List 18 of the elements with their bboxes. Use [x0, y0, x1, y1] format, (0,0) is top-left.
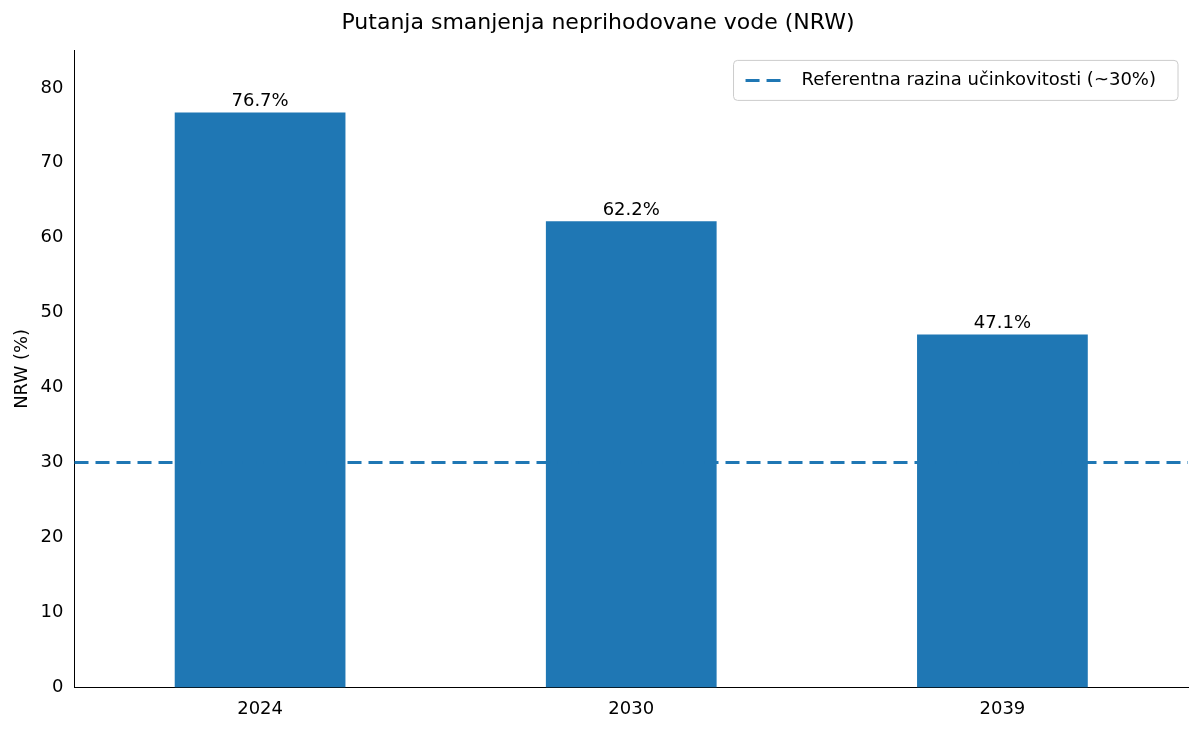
legend-label: Referentna razina učinkovitosti (~30%): [801, 68, 1157, 90]
x-tick-label: 2024: [237, 696, 283, 718]
x-tick-label: 2039: [979, 696, 1026, 718]
y-tick-label: 70: [40, 150, 64, 172]
y-axis-title: NRW (%): [10, 328, 32, 409]
y-tick-label: 30: [40, 450, 64, 472]
y-tick-label: 60: [40, 225, 64, 247]
y-tick-label: 50: [40, 300, 64, 322]
data-label: 62.2%: [602, 197, 660, 219]
data-label: 47.1%: [973, 311, 1032, 333]
data-label: 76.7%: [231, 89, 289, 111]
y-tick-label: 80: [40, 75, 64, 97]
y-tick-label: 40: [40, 375, 64, 397]
y-tick-label: 20: [40, 525, 64, 547]
x-tick-label: 2030: [608, 696, 655, 718]
y-tick-label: 10: [40, 600, 64, 622]
y-tick-label: 0: [52, 675, 64, 697]
chart-title: Putanja smanjenja neprihodovane vode (NRW): [341, 8, 855, 34]
